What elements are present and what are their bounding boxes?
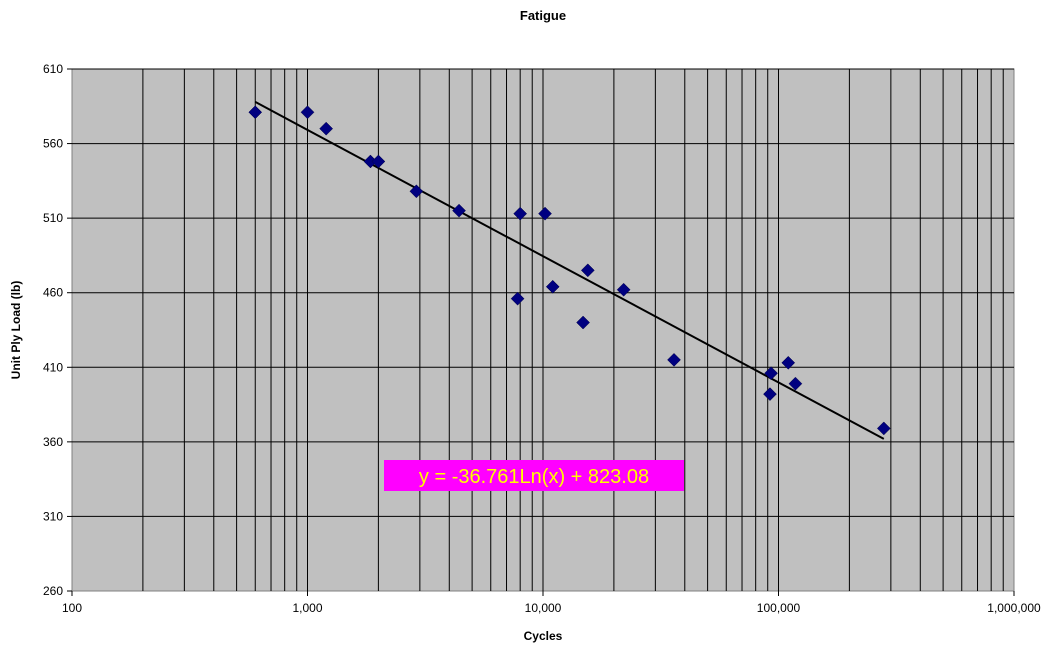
trendline-group	[254, 101, 885, 440]
data-point	[545, 279, 560, 294]
data-point	[788, 376, 803, 391]
data-point	[452, 203, 466, 218]
data-point	[763, 387, 777, 401]
x-tick-label: 1,000	[292, 601, 322, 615]
x-tick-label: 10,000	[525, 601, 562, 615]
data-point	[764, 366, 778, 381]
x-tick-label: 100	[62, 601, 82, 615]
data-point	[616, 282, 631, 297]
horizontal-gridlines	[67, 68, 1015, 596]
data-point	[576, 315, 590, 330]
trendline	[254, 101, 885, 440]
data-point	[876, 421, 891, 436]
y-tick-labels: 260 310 360 410 460 510 560 610	[43, 62, 63, 598]
data-point	[580, 263, 595, 278]
data-point	[510, 291, 525, 306]
y-tick-label: 510	[43, 211, 63, 225]
x-tick-label: 100,000	[757, 601, 801, 615]
y-tick-label: 560	[43, 137, 63, 151]
data-point	[371, 154, 386, 169]
y-tick-label: 360	[43, 435, 63, 449]
y-tick-label: 410	[43, 360, 63, 374]
data-point	[538, 206, 552, 221]
data-points	[248, 105, 891, 436]
data-point	[409, 184, 424, 199]
data-point	[248, 105, 263, 120]
x-axis-label: Cycles	[524, 629, 563, 643]
data-point	[319, 121, 334, 136]
x-tick-label: 1,000,000	[987, 601, 1041, 615]
data-point	[667, 352, 681, 367]
y-tick-label: 610	[43, 62, 63, 76]
chart-title: Fatigue	[520, 8, 566, 23]
y-tick-label: 310	[43, 509, 63, 523]
equation-label-background	[384, 460, 684, 491]
y-tick-label: 460	[43, 286, 63, 300]
data-point	[513, 206, 528, 221]
data-point	[781, 355, 796, 370]
y-axis-label: Unit Ply Load (lb)	[9, 281, 23, 380]
equation-label: y = -36.761Ln(x) + 823.08	[419, 466, 649, 488]
data-point	[300, 105, 315, 120]
y-tick-label: 260	[43, 584, 63, 598]
x-tick-labels: 100 1,000 10,000 100,000 1,000,000	[62, 601, 1041, 615]
